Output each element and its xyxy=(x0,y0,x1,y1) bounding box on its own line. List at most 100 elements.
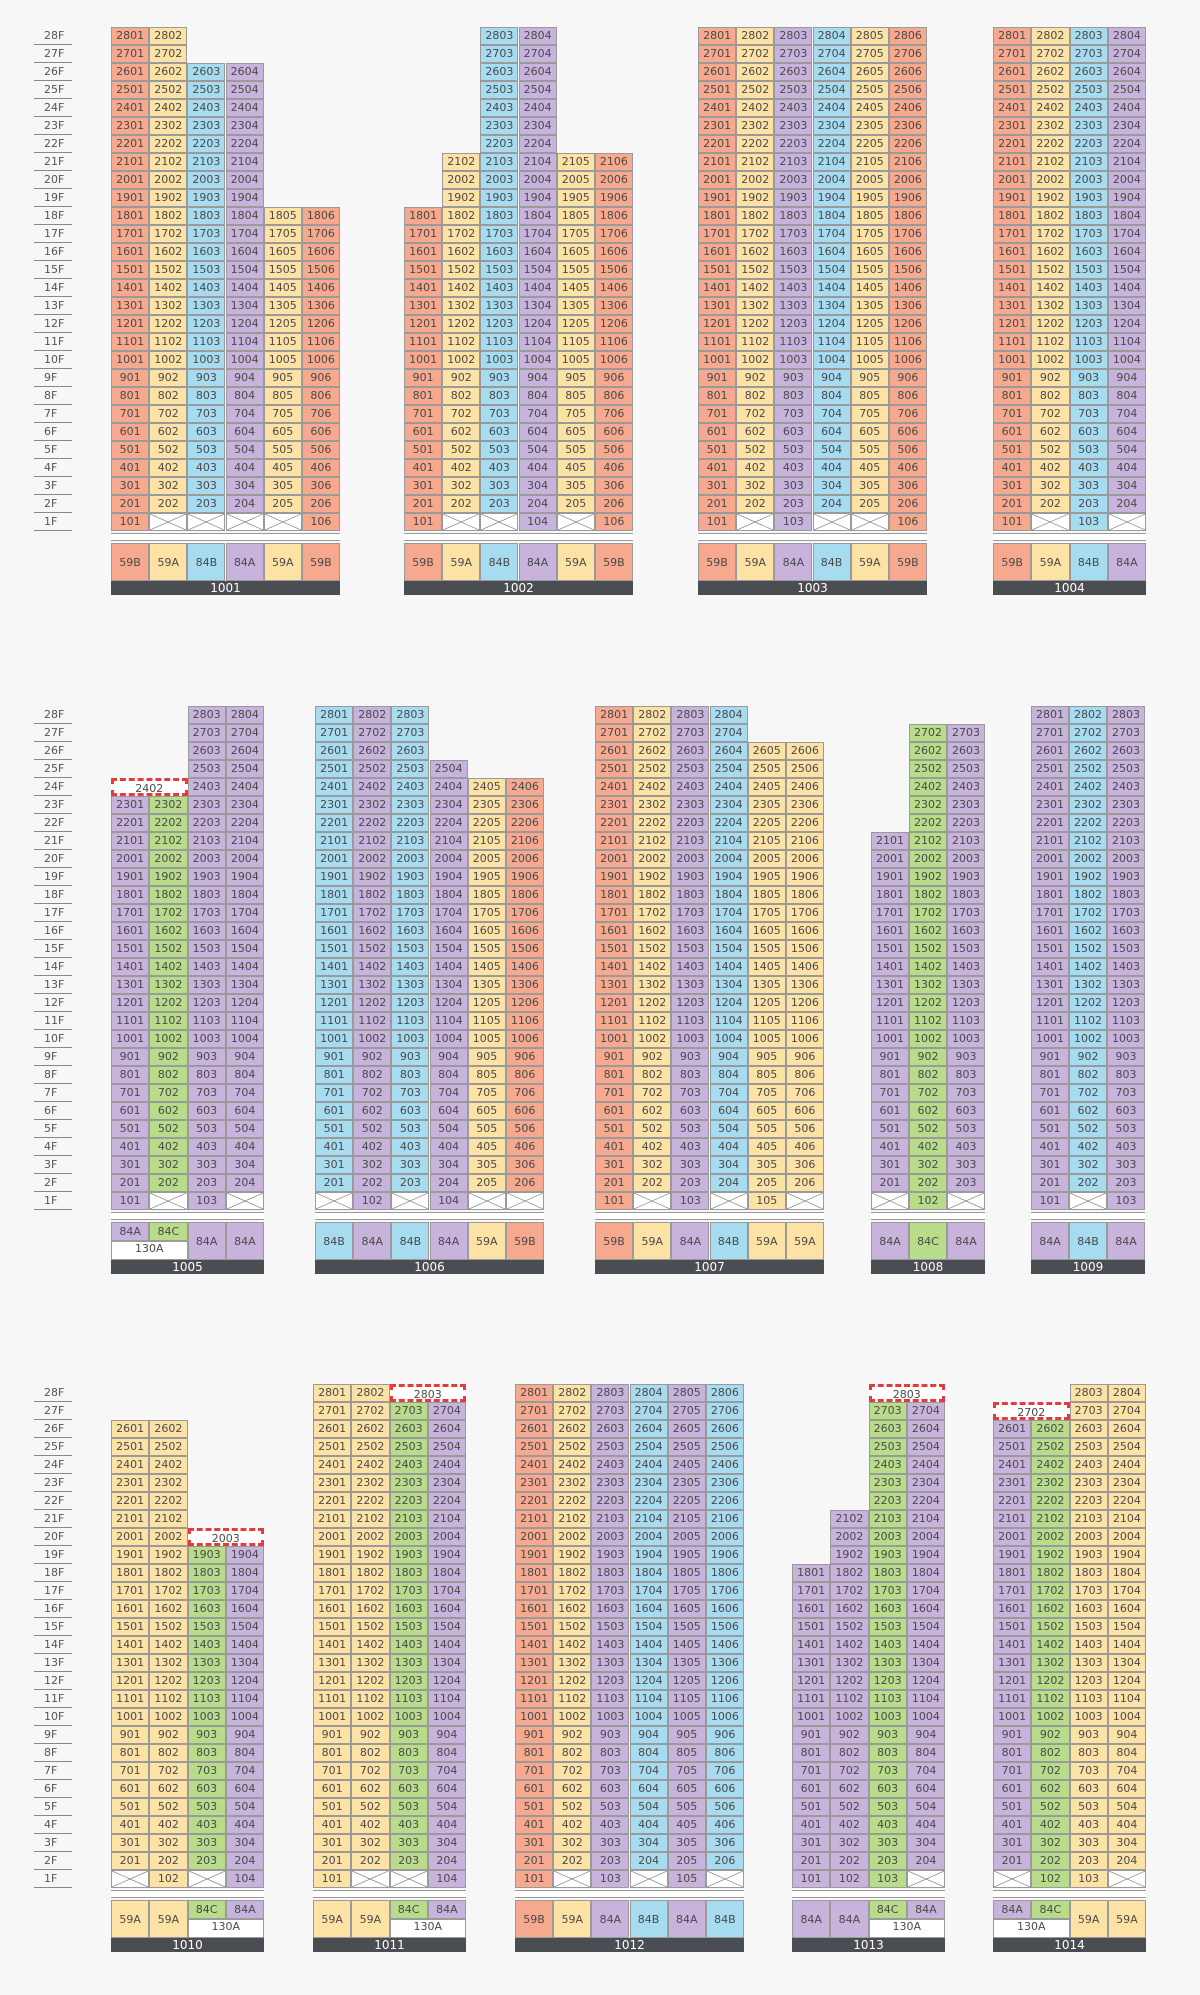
apartment-cell: 2402 xyxy=(351,1456,390,1474)
apartment-cell: 202 xyxy=(1069,1174,1107,1192)
apartment-cell: 2305 xyxy=(667,1474,706,1492)
apartment-cell: 804 xyxy=(225,1744,264,1762)
apartment-cell: 2301 xyxy=(313,1474,352,1492)
apartment-cell: 1103 xyxy=(1107,1012,1145,1030)
apartment-cell: 2604 xyxy=(906,1420,945,1438)
apartment-cell: 2203 xyxy=(868,1492,907,1510)
apartment-cell: 1702 xyxy=(553,1582,592,1600)
apartment-cell: 1803 xyxy=(187,886,226,904)
apartment-cell: 2202 xyxy=(1031,1492,1070,1510)
apartment-cell: 2005 xyxy=(747,850,786,868)
apartment-cell: 1705 xyxy=(667,1582,706,1600)
apartment-cell: 2104 xyxy=(225,832,264,850)
apartment-cell: 1806 xyxy=(594,207,633,225)
apartment-cell: 204 xyxy=(906,1852,945,1870)
apartment-cell: 2301 xyxy=(698,117,737,135)
apartment-cell: 1804 xyxy=(906,1564,945,1582)
floor-label: 26F xyxy=(34,742,72,760)
apartment-cell: 1004 xyxy=(427,1708,466,1726)
empty-cell xyxy=(1031,513,1070,531)
unit-type-box: 59A xyxy=(111,1900,150,1938)
apartment-cell: 404 xyxy=(1107,459,1146,477)
apartment-cell: 705 xyxy=(263,405,302,423)
apartment-cell: 1905 xyxy=(747,868,786,886)
apartment-cell: 1604 xyxy=(518,243,557,261)
unit-type-box: 84B xyxy=(391,1222,430,1260)
apartment-cell: 1803 xyxy=(868,1564,907,1582)
apartment-cell: 1705 xyxy=(850,225,889,243)
apartment-cell: 1106 xyxy=(888,333,927,351)
apartment-cell: 2703 xyxy=(591,1402,630,1420)
apartment-cell: 503 xyxy=(1107,1120,1145,1138)
apartment-cell: 1601 xyxy=(111,243,150,261)
apartment-cell: 2404 xyxy=(629,1456,668,1474)
apartment-cell: 404 xyxy=(1107,1816,1146,1834)
apartment-cell: 1703 xyxy=(671,904,710,922)
apartment-cell: 1803 xyxy=(1069,207,1108,225)
floor-label: 15F xyxy=(34,940,72,958)
apartment-cell: 801 xyxy=(111,387,150,405)
apartment-cell: 502 xyxy=(1031,1798,1070,1816)
apartment-cell: 904 xyxy=(1107,1726,1146,1744)
floor-label: 14F xyxy=(34,279,72,297)
apartment-cell: 2603 xyxy=(1069,1420,1108,1438)
apartment-cell: 601 xyxy=(313,1780,352,1798)
apartment-cell: 1101 xyxy=(515,1690,554,1708)
apartment-cell: 2304 xyxy=(709,796,748,814)
apartment-cell: 2202 xyxy=(633,814,672,832)
apartment-cell: 1206 xyxy=(705,1672,744,1690)
apartment-cell: 1405 xyxy=(850,279,889,297)
apartment-cell: 706 xyxy=(705,1762,744,1780)
apartment-cell: 703 xyxy=(671,1084,710,1102)
apartment-cell: 604 xyxy=(709,1102,748,1120)
floor-label: 17F xyxy=(34,225,72,243)
apartment-cell: 2304 xyxy=(1107,117,1146,135)
apartment-cell: 803 xyxy=(947,1066,985,1084)
apartment-cell: 1404 xyxy=(427,1636,466,1654)
apartment-cell: 2106 xyxy=(888,153,927,171)
apartment-cell: 1305 xyxy=(747,976,786,994)
apartment-cell: 2205 xyxy=(747,814,786,832)
apartment-cell: 302 xyxy=(1069,1156,1107,1174)
apartment-cell: 702 xyxy=(351,1762,390,1780)
apartment-cell: 1801 xyxy=(315,886,354,904)
floor-label: 22F xyxy=(34,135,72,153)
apartment-cell: 904 xyxy=(709,1048,748,1066)
apartment-cell: 2602 xyxy=(553,1420,592,1438)
apartment-cell: 1204 xyxy=(518,315,557,333)
apartment-cell: 2602 xyxy=(353,742,392,760)
apartment-cell: 1001 xyxy=(515,1708,554,1726)
apartment-cell: 403 xyxy=(391,1138,430,1156)
apartment-cell: 2103 xyxy=(480,153,519,171)
apartment-cell: 601 xyxy=(111,1102,150,1120)
apartment-cell: 901 xyxy=(111,1048,150,1066)
apartment-cell: 1703 xyxy=(389,1582,428,1600)
floor-label: 16F xyxy=(34,922,72,940)
apartment-cell: 202 xyxy=(149,1174,188,1192)
apartment-cell: 1503 xyxy=(1069,261,1108,279)
apartment-cell: 1403 xyxy=(591,1636,630,1654)
apartment-cell: 1601 xyxy=(698,243,737,261)
apartment-cell: 2603 xyxy=(671,742,710,760)
highlight-apartment: 2803 xyxy=(868,1384,945,1402)
floor-label: 26F xyxy=(34,1420,72,1438)
apartment-cell: 1803 xyxy=(591,1564,630,1582)
apartment-cell: 1101 xyxy=(111,1012,150,1030)
unit-type-box: 59B xyxy=(993,543,1032,581)
apartment-cell: 2804 xyxy=(1107,1384,1146,1402)
apartment-cell: 2701 xyxy=(698,45,737,63)
apartment-cell: 605 xyxy=(667,1780,706,1798)
apartment-cell: 403 xyxy=(389,1816,428,1834)
unit-type-box: 59A xyxy=(149,1900,188,1938)
apartment-cell: 603 xyxy=(774,423,813,441)
apartment-cell: 1101 xyxy=(792,1690,831,1708)
apartment-cell: 804 xyxy=(1107,387,1146,405)
apartment-cell: 202 xyxy=(353,1174,392,1192)
apartment-cell: 2306 xyxy=(785,796,824,814)
apartment-cell: 706 xyxy=(785,1084,824,1102)
apartment-cell: 1604 xyxy=(225,1600,264,1618)
apartment-cell: 403 xyxy=(591,1816,630,1834)
apartment-cell: 2801 xyxy=(111,27,150,45)
apartment-cell: 2802 xyxy=(553,1384,592,1402)
apartment-cell: 306 xyxy=(888,477,927,495)
